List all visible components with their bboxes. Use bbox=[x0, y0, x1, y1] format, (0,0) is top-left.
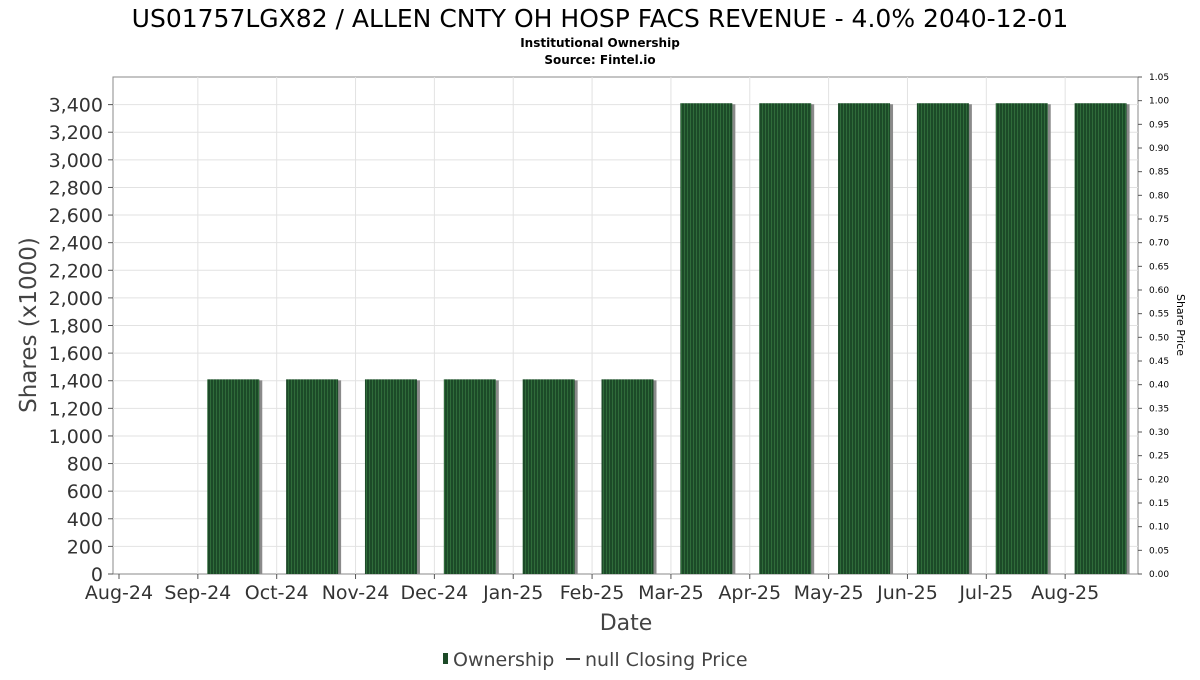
bars bbox=[207, 103, 1130, 574]
y-tick-label: 2,800 bbox=[49, 177, 103, 199]
ownership-bar bbox=[1074, 103, 1127, 574]
y-tick-label: 2,200 bbox=[49, 260, 103, 282]
y-tick-label: 2,400 bbox=[49, 233, 103, 255]
y2-tick-label: 0.30 bbox=[1149, 428, 1169, 438]
y2-tick-label: 0.15 bbox=[1149, 499, 1169, 509]
x-tick-label: Jan-25 bbox=[482, 582, 543, 604]
y2-axis-label: Share Price bbox=[1174, 294, 1187, 356]
x-tick-label: Oct-24 bbox=[245, 582, 309, 604]
x-tick-label: Aug-24 bbox=[85, 582, 153, 604]
y2-tick-label: 0.90 bbox=[1149, 144, 1169, 154]
ownership-bar bbox=[207, 379, 260, 574]
y2-tick-label: 0.70 bbox=[1149, 239, 1169, 249]
y2-tick-label: 0.20 bbox=[1149, 475, 1169, 485]
x-tick-label: Feb-25 bbox=[560, 582, 625, 604]
x-tick-label: May-25 bbox=[794, 582, 864, 604]
y2-tick-label: 0.35 bbox=[1149, 404, 1169, 414]
x-tick-label: Aug-25 bbox=[1031, 582, 1099, 604]
ownership-bar bbox=[522, 379, 575, 574]
y2-tick-label: 0.40 bbox=[1149, 381, 1169, 391]
x-tick-label: Apr-25 bbox=[718, 582, 781, 604]
legend-ownership-label: Ownership bbox=[453, 649, 554, 671]
x-tick-label: Jul-25 bbox=[958, 582, 1013, 604]
y-tick-label: 1,400 bbox=[49, 371, 103, 393]
y2-tick-label: 0.95 bbox=[1149, 120, 1169, 130]
y2-tick-label: 0.85 bbox=[1149, 168, 1169, 178]
y2-tick-label: 1.00 bbox=[1149, 97, 1169, 107]
y-tick-label: 800 bbox=[67, 454, 103, 476]
y-tick-label: 3,000 bbox=[49, 150, 103, 172]
y-tick-label: 200 bbox=[67, 536, 103, 558]
y2-tick-label: 0.05 bbox=[1149, 546, 1169, 556]
legend-ownership-swatch bbox=[443, 653, 448, 664]
ownership-bar bbox=[443, 379, 496, 574]
y2-tick-label: 0.65 bbox=[1149, 262, 1169, 272]
x-tick-label: Dec-24 bbox=[400, 582, 468, 604]
y2-tick-label: 0.75 bbox=[1149, 215, 1169, 225]
y-tick-label: 0 bbox=[91, 564, 103, 586]
ownership-bar bbox=[838, 103, 891, 574]
x-tick-label: Nov-24 bbox=[322, 582, 390, 604]
y-tick-label: 2,600 bbox=[49, 205, 103, 227]
x-axis-label: Date bbox=[600, 611, 653, 636]
chart-title: US01757LGX82 / ALLEN CNTY OH HOSP FACS R… bbox=[132, 4, 1069, 33]
y-tick-label: 1,200 bbox=[49, 398, 103, 420]
legend: Ownership null Closing Price bbox=[443, 649, 748, 671]
y2-tick-label: 0.80 bbox=[1149, 191, 1169, 201]
y-tick-label: 1,800 bbox=[49, 316, 103, 338]
ownership-bar bbox=[916, 103, 969, 574]
y2-tick-label: 0.25 bbox=[1149, 452, 1169, 462]
ownership-bar bbox=[364, 379, 417, 574]
ownership-bar bbox=[995, 103, 1048, 574]
y-tick-label: 600 bbox=[67, 481, 103, 503]
y-tick-label: 2,000 bbox=[49, 288, 103, 310]
y2-tick-label: 0.10 bbox=[1149, 523, 1169, 533]
y2-tick-label: 0.45 bbox=[1149, 357, 1169, 367]
ownership-bar bbox=[601, 379, 654, 574]
chart-subtitle: Institutional Ownership bbox=[520, 36, 680, 50]
y-tick-label: 3,400 bbox=[49, 95, 103, 117]
y-tick-label: 400 bbox=[67, 509, 103, 531]
y2-tick-label: 1.05 bbox=[1149, 73, 1169, 83]
y-tick-label: 1,600 bbox=[49, 343, 103, 365]
y-tick-label: 1,000 bbox=[49, 426, 103, 448]
x-tick-label: Jun-25 bbox=[876, 582, 938, 604]
y-axis-label: Shares (x1000) bbox=[16, 237, 42, 413]
x-tick-label: Mar-25 bbox=[638, 582, 704, 604]
y2-tick-label: 0.00 bbox=[1149, 570, 1169, 580]
y-tick-label: 3,200 bbox=[49, 122, 103, 144]
ownership-bar bbox=[286, 379, 339, 574]
ownership-bar bbox=[759, 103, 812, 574]
legend-price-label: null Closing Price bbox=[585, 649, 748, 671]
y2-tick-label: 0.50 bbox=[1149, 333, 1169, 343]
chart-source: Source: Fintel.io bbox=[544, 53, 655, 67]
x-tick-label: Sep-24 bbox=[164, 582, 231, 604]
y2-tick-label: 0.60 bbox=[1149, 286, 1169, 296]
ownership-bar bbox=[680, 103, 733, 574]
axes: 0 200 400 600 800 1,000 1,200 1,400 1,600 1,800 2,… bbox=[49, 73, 1170, 604]
y2-tick-label: 0.55 bbox=[1149, 310, 1169, 320]
